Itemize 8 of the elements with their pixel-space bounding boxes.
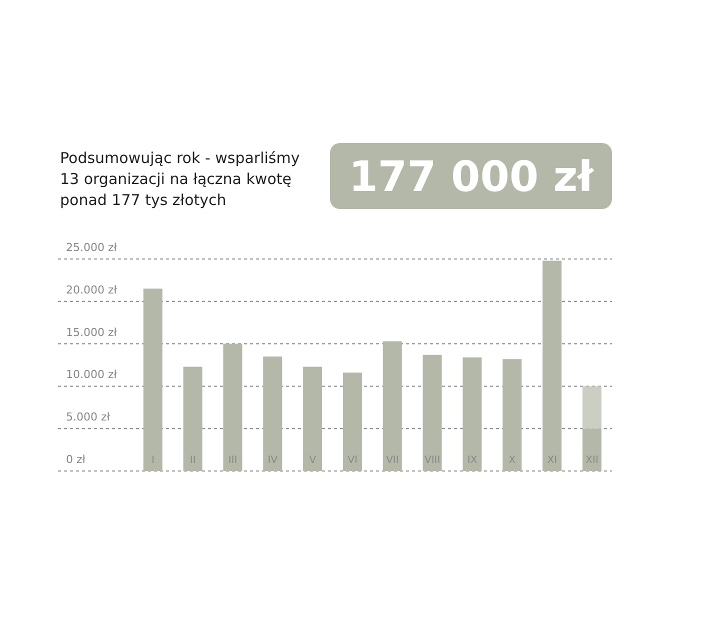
chart-title: Podsumowując rok - wsparliśmy 13 organizacji na łączna kwotę ponad 177 tys złotych bbox=[60, 148, 301, 211]
y-tick-label: 20.000 zł bbox=[66, 283, 118, 296]
y-tick-label: 25.000 zł bbox=[66, 241, 118, 254]
y-tick-label: 15.000 zł bbox=[66, 326, 118, 339]
y-tick-label: 10.000 zł bbox=[66, 368, 118, 382]
y-tick-label: 0 zł bbox=[66, 453, 86, 466]
text: 177 000 zł bbox=[330, 143, 612, 209]
y-tick-label: 5.000 zł bbox=[66, 410, 111, 424]
